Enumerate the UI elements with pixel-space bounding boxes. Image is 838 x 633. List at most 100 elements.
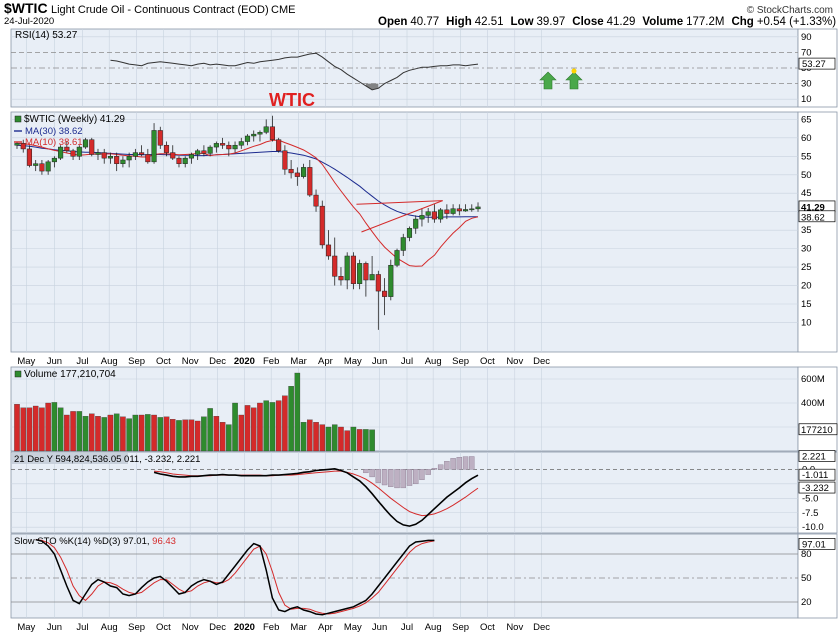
- volume-bar: [132, 414, 139, 452]
- quote-value: 39.97: [537, 16, 566, 28]
- candle-body: [95, 152, 101, 155]
- volume-bar: [188, 419, 195, 452]
- candle-body: [419, 215, 425, 220]
- volume-legend: Volume 177,210,704: [24, 369, 116, 380]
- volume-bar: [70, 411, 76, 452]
- brand-watermark: © StockCharts.com: [747, 5, 833, 16]
- quote-label: Volume: [642, 16, 683, 28]
- volume-bar: [207, 408, 213, 452]
- candle-body: [475, 206, 481, 210]
- candle-body: [350, 255, 356, 284]
- macd-histogram-bar: [437, 464, 444, 470]
- candle-body: [400, 237, 406, 251]
- macd-histogram-bar: [375, 469, 382, 483]
- candle-body: [319, 205, 325, 246]
- macd-histogram-bar: [413, 469, 419, 485]
- volume-bar: [282, 395, 288, 452]
- candle-body: [126, 156, 132, 161]
- volume-bar: [157, 417, 164, 452]
- candle-body: [163, 144, 170, 153]
- price-tick-label: 10: [801, 317, 812, 328]
- volume-bar: [82, 416, 89, 452]
- volume-bar: [113, 413, 120, 452]
- chart-exchange: CME: [271, 4, 295, 16]
- candle-body: [101, 152, 107, 159]
- macd-histogram-bar: [388, 469, 394, 487]
- sto-last-value-box: [798, 538, 836, 550]
- price-month-axis: [11, 353, 798, 366]
- macd-histogram-bar: [363, 469, 369, 474]
- sto-tick-label: 50: [801, 573, 812, 584]
- sto-last-value: 97.01: [802, 539, 826, 550]
- volume-bar: [76, 411, 83, 452]
- month-tick-label: Apr: [318, 356, 333, 367]
- bottom-month-label: Dec: [209, 622, 226, 633]
- quote-bar: Open 40.77 High 42.51 Low 39.97 Close 41.29 Volu…: [378, 16, 836, 28]
- macd-tick-label: -3.232: [802, 483, 829, 494]
- candle-body: [145, 154, 151, 163]
- candle-body: [45, 161, 51, 172]
- candle-body: [70, 150, 76, 157]
- candle-body: [82, 139, 89, 148]
- volume-bar: [51, 402, 58, 452]
- candle-body: [357, 263, 363, 284]
- bottom-month-label: Jul: [401, 622, 413, 633]
- month-tick-label: Oct: [480, 356, 495, 367]
- month-tick-label: Jun: [47, 356, 62, 367]
- volume-bar: [182, 419, 188, 452]
- candle-body: [251, 133, 257, 137]
- candle-body: [307, 167, 313, 196]
- volume-bar: [369, 429, 375, 452]
- volume-bar: [300, 422, 307, 452]
- volume-bar: [194, 420, 201, 452]
- price-tick-label: 20: [801, 281, 812, 292]
- volume-bar: [269, 402, 276, 452]
- month-tick-label: Jun: [372, 356, 387, 367]
- candle-body: [139, 152, 145, 155]
- candle-body: [176, 157, 182, 164]
- candle-body: [14, 143, 20, 146]
- quote-label: Low: [511, 16, 534, 28]
- price-tick-label: 65: [801, 114, 812, 125]
- month-tick-label: Feb: [263, 356, 279, 367]
- price-legend-swatch: [14, 115, 22, 123]
- volume-bar: [263, 400, 269, 452]
- price-tick-label: 25: [801, 262, 812, 273]
- volume-bar: [151, 414, 157, 452]
- macd-histogram-bar: [462, 456, 469, 470]
- rsi-tick-label: 70: [801, 47, 812, 58]
- bottom-month-label: Nov: [506, 622, 523, 633]
- volume-bar: [45, 402, 51, 452]
- quote-value: 40.77: [410, 16, 439, 28]
- volume-bar: [26, 407, 33, 452]
- candle-body: [64, 146, 70, 152]
- macd-histogram-bar: [400, 469, 406, 489]
- rsi-tick-label: 90: [801, 32, 812, 43]
- candle-body: [382, 290, 388, 297]
- macd-histogram-bar: [381, 469, 388, 486]
- price-last-value-box: [798, 210, 836, 223]
- wedge-lower-line: [361, 200, 443, 233]
- volume-bar: [145, 414, 151, 452]
- volume-last-value: 177210: [801, 425, 833, 436]
- price-tick-label: 15: [801, 299, 812, 310]
- volume-bar: [319, 424, 326, 452]
- volume-bar: [226, 424, 232, 452]
- candle-body: [20, 143, 26, 150]
- sto-k-line: [35, 538, 435, 616]
- volume-bar: [14, 404, 20, 452]
- price-panel: [10, 111, 799, 353]
- price-tick-label: 35: [801, 225, 812, 236]
- volume-bar: [32, 405, 39, 452]
- candle-body: [406, 228, 413, 238]
- volume-bar: [20, 407, 26, 452]
- price-tick-label: 45: [801, 188, 812, 199]
- bottom-month-label: Nov: [182, 622, 199, 633]
- month-tick-label: Sep: [128, 356, 145, 367]
- volume-last-value-box: [798, 423, 838, 436]
- candle-body: [344, 255, 350, 281]
- candle-body: [456, 208, 462, 212]
- quote-value: 42.51: [475, 16, 504, 28]
- highlight-dot-icon: [571, 68, 577, 74]
